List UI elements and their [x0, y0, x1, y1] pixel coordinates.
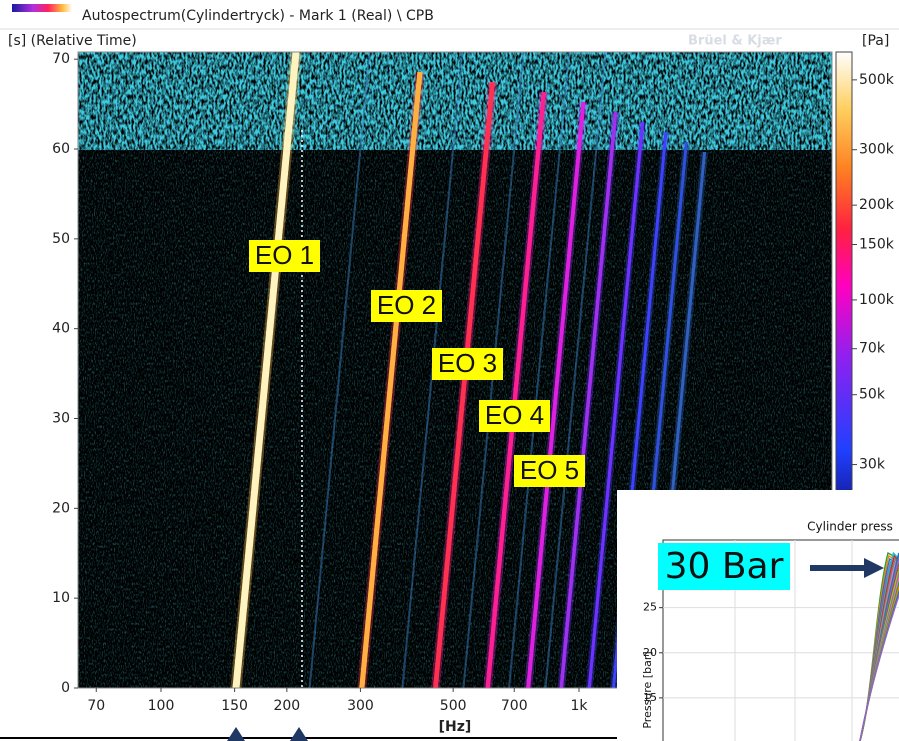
inset-chart: Cylinder press Pressure [bar] 15 20 25 30 B… [617, 490, 899, 741]
x-tick-label: 70 [87, 698, 105, 714]
x-tick-label: 1k [570, 698, 588, 714]
annotation: EO 2 [377, 290, 436, 320]
order-line [359, 71, 423, 688]
colorbar-tick-label: 500k [859, 72, 895, 88]
x-tick-label: 500 [440, 698, 467, 714]
x-axis-label: [Hz] [439, 719, 472, 735]
y-tick-label: 0 [61, 680, 70, 696]
inset-frame [662, 539, 899, 741]
inset-y-tick-label: 15 [643, 691, 657, 704]
half-order [544, 52, 607, 688]
y-tick-label: 50 [52, 231, 70, 247]
y-tick-label: 60 [52, 141, 70, 157]
colorbar [835, 51, 853, 521]
plot-frame [77, 51, 833, 689]
arrow-head [864, 558, 884, 578]
colorbar-tick-label: 200k [859, 197, 895, 213]
annotation-box [479, 400, 550, 432]
x-tick-label: 200 [273, 698, 300, 714]
order-line [526, 101, 586, 688]
y-tick-label: 20 [52, 500, 70, 516]
y-tick-label: 10 [52, 590, 70, 606]
y-tick-label: 40 [52, 321, 70, 337]
annotation: EO 1 [255, 240, 314, 270]
spectrogram [78, 52, 832, 688]
inset-y-tick-label: 25 [643, 601, 657, 614]
x-tick-label: 150 [221, 698, 248, 714]
annotation: EO 5 [520, 455, 579, 485]
colorbar-tick-label: 30k [859, 457, 886, 473]
order-line [485, 91, 547, 688]
pressure-curve [859, 573, 899, 741]
annotation: 30 Bar [665, 546, 784, 587]
marker [227, 727, 245, 741]
legend-swatch [12, 4, 72, 12]
inset-y-label: Pressure [bar] [641, 651, 654, 728]
x-tick-label: 700 [501, 698, 528, 714]
x-tick-label: 100 [148, 698, 175, 714]
order-line [559, 111, 618, 688]
colorbar-tick-label: 150k [859, 236, 895, 252]
window-title: Autospectrum(Cylindertryck) - Mark 1 (Re… [82, 8, 434, 24]
order-line [232, 52, 300, 688]
x-tick-label: 300 [347, 698, 374, 714]
half-order [508, 52, 571, 688]
annotation-box [249, 240, 320, 272]
inset-title: Cylinder press [807, 520, 893, 534]
y-tick-label: 30 [52, 411, 70, 427]
annotation-box [371, 290, 442, 322]
colorbar-tick-label: 100k [859, 292, 895, 308]
colorbar-tick-label: 70k [859, 341, 886, 357]
annotation-box [514, 455, 585, 487]
colorbar-label: [Pa] [862, 33, 889, 49]
watermark: Brüel & Kjær [688, 34, 782, 49]
order-line [587, 121, 645, 688]
annotation-box [432, 348, 503, 380]
colorbar-tick-label: 300k [859, 142, 895, 158]
order-lines [230, 52, 709, 688]
y-tick-label: 70 [52, 51, 70, 67]
inset-y-tick-label: 20 [643, 646, 657, 659]
marker [290, 727, 308, 741]
colorbar-tick-label: 50k [859, 387, 886, 403]
annotation: EO 3 [438, 348, 497, 378]
pressure-curves [663, 551, 899, 741]
annotation-box [658, 543, 790, 590]
y-axis-label: [s] (Relative Time) [8, 33, 137, 49]
half-order [308, 52, 371, 688]
order-line [433, 81, 495, 688]
annotation: EO 4 [485, 400, 544, 430]
